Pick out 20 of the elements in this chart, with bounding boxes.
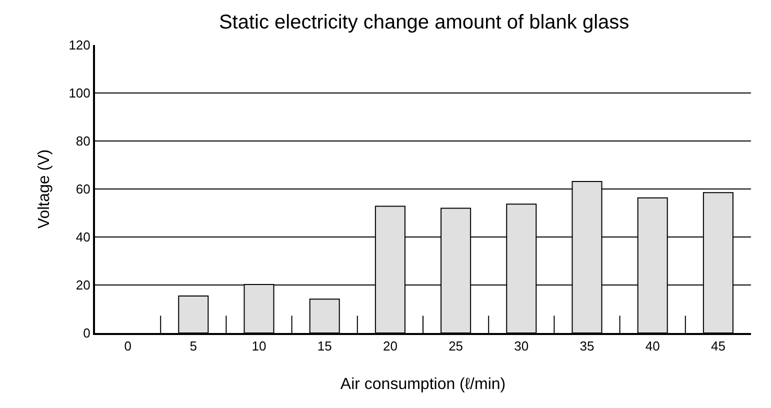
x-tick-label: 20 [382, 338, 398, 354]
x-tick-label: 15 [317, 338, 332, 354]
x-tick-label: 10 [252, 338, 266, 354]
chart-title: Static electricity change amount of blank glass [218, 11, 630, 34]
y-tick-label: 20 [76, 278, 90, 293]
y-tick-label: 120 [68, 38, 90, 53]
y-tick-label: 80 [76, 134, 90, 149]
x-tick-label: 0 [124, 338, 132, 354]
y-tick-label: 0 [83, 326, 90, 341]
x-axis-title: Air consumption (ℓ/min) [340, 376, 506, 393]
y-tick-label: 100 [68, 86, 90, 101]
x-tick-label: 25 [448, 338, 464, 354]
x-tick-label: 5 [190, 338, 198, 354]
x-tick-label: 30 [514, 338, 529, 354]
y-axis-title: Voltage (V) [36, 149, 54, 229]
x-tick-label: 40 [645, 338, 660, 354]
y-tick-label: 40 [76, 230, 90, 245]
y-tick-label: 60 [76, 182, 90, 197]
x-tick-label: 45 [710, 338, 726, 354]
x-tick-label: 35 [580, 338, 594, 354]
